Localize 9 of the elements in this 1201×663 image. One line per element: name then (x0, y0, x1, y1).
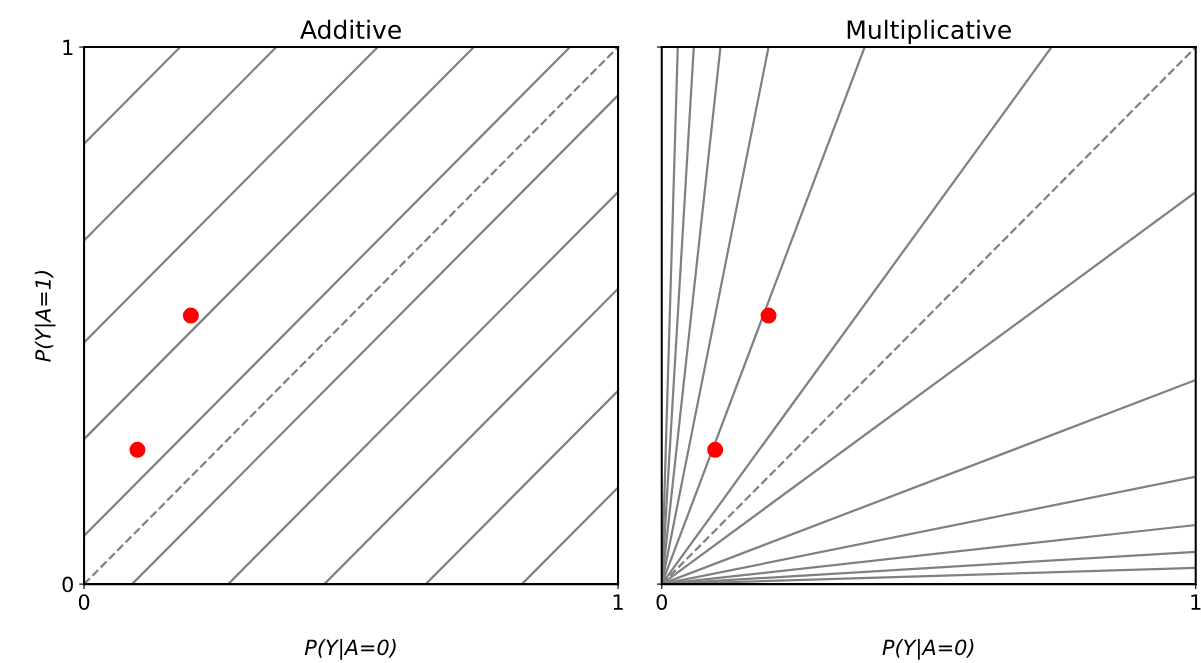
chart-title: Multiplicative (847, 19, 1011, 44)
x-tick-label: 0 (656, 594, 667, 610)
chart-title: Additive (300, 19, 401, 40)
x-axis-title: P(Y|A=0) (304, 638, 396, 660)
x-tick-label: 0 (78, 594, 90, 610)
y-axis-title: P(Y|A=1) (34, 270, 56, 362)
x-axis-title: P(Y|A=0) (882, 638, 974, 660)
x-tick-label: 1 (1191, 594, 1201, 610)
x-tick-label: 1 (613, 594, 623, 610)
